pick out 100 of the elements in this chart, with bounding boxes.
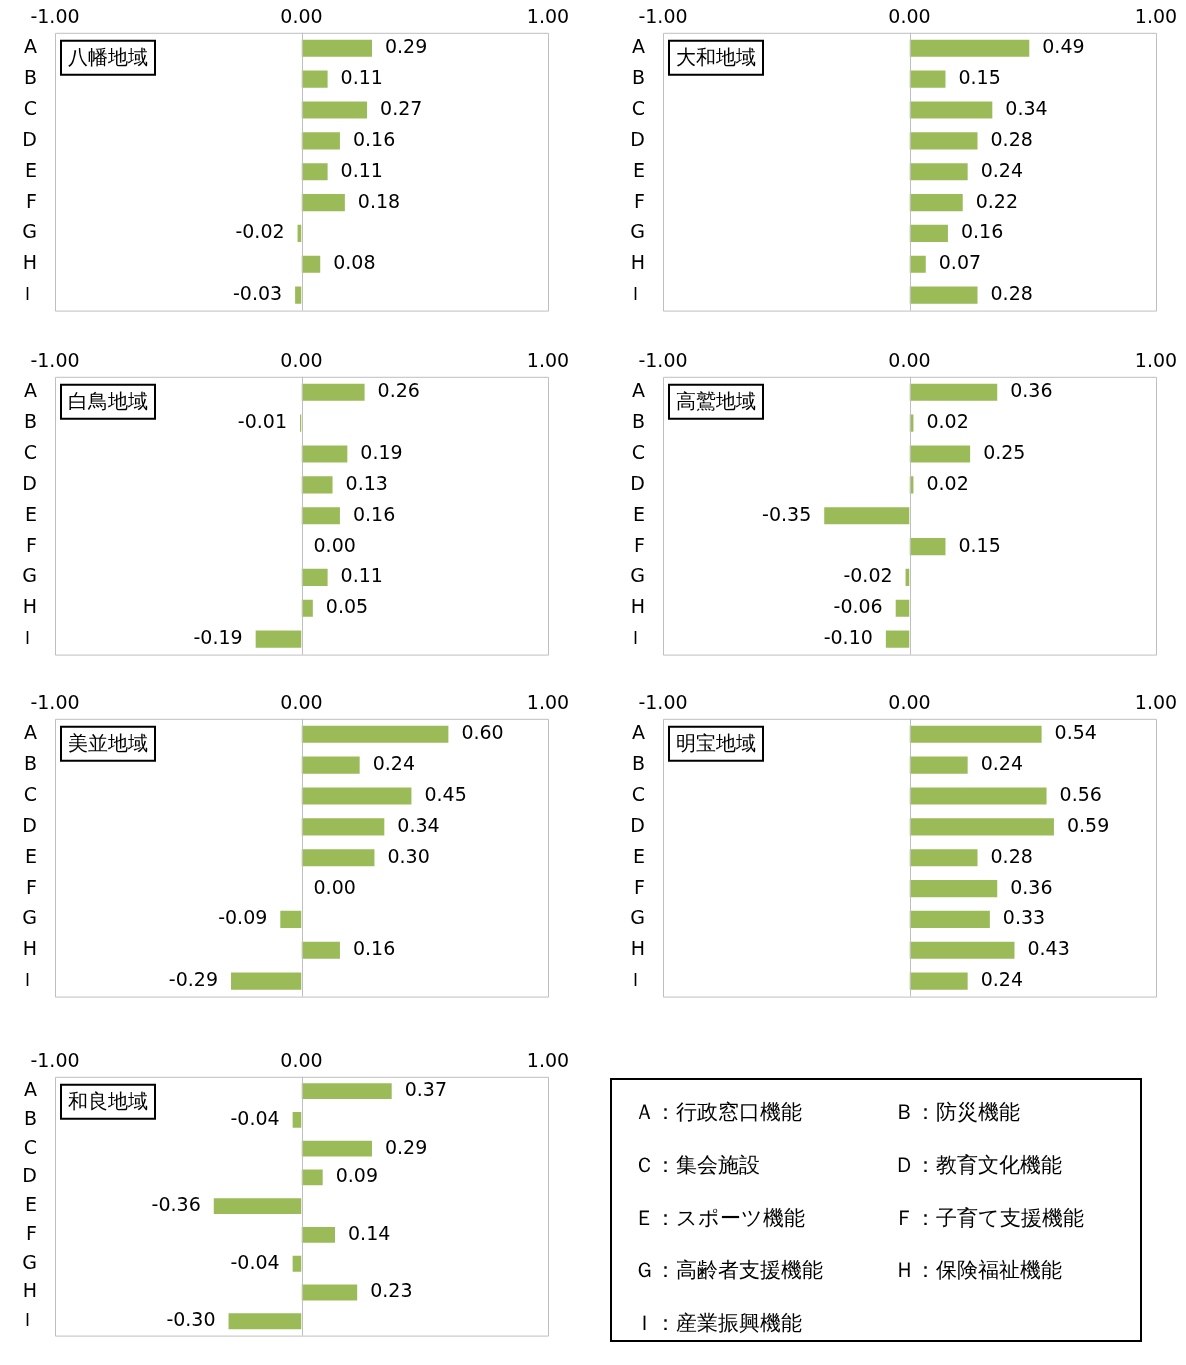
data-label: 0.54 (1054, 721, 1097, 744)
x-tick-label: -1.00 (30, 349, 80, 372)
y-tick-label: F (26, 189, 37, 212)
data-label: -0.29 (168, 968, 219, 991)
text: Ｃ：集会施設 (634, 1151, 761, 1179)
data-label: -0.04 (230, 1250, 280, 1273)
data-label: 0.24 (980, 752, 1023, 775)
data-label: 0.34 (1005, 96, 1048, 119)
y-tick-label: F (26, 533, 37, 556)
data-label: 0.16 (352, 127, 396, 150)
data-label: 0.28 (990, 282, 1033, 305)
data-label: 0.28 (990, 844, 1033, 867)
y-tick-label: D (22, 813, 37, 836)
x-tick-label: 1.00 (1134, 691, 1178, 714)
data-label: 0.02 (926, 471, 969, 494)
y-tick-label: E (24, 844, 37, 867)
y-tick-label: E (632, 844, 645, 867)
y-tick-label: H (22, 937, 37, 960)
x-tick-label: 0.00 (280, 5, 323, 28)
x-tick-label: 0.00 (280, 1049, 323, 1072)
y-tick-label: A (632, 721, 645, 744)
data-label: 0.24 (980, 158, 1023, 181)
data-label: 0.19 (360, 440, 403, 463)
x-tick-label: -1.00 (30, 1049, 80, 1072)
data-label: 0.43 (1027, 937, 1070, 960)
data-label: 0.25 (983, 440, 1026, 463)
y-tick-label: Ｉ (626, 626, 645, 649)
y-tick-label: G (630, 906, 645, 929)
x-tick-label: 1.00 (526, 1049, 570, 1072)
text: 和良地域 (68, 1089, 148, 1113)
data-label: 0.36 (1010, 875, 1053, 898)
x-tick-label: 0.00 (888, 691, 931, 714)
data-label: 0.56 (1059, 782, 1102, 805)
text: 高鷲地域 (676, 389, 756, 413)
x-tick-label: -1.00 (638, 691, 688, 714)
y-tick-label: F (634, 875, 645, 898)
y-tick-label: A (24, 721, 37, 744)
data-label: 0.08 (333, 251, 376, 274)
data-label: 0.16 (960, 220, 1004, 243)
data-label: 0.33 (1002, 906, 1046, 929)
y-tick-label: B (23, 410, 37, 433)
data-label: 0.29 (384, 1135, 428, 1158)
data-label: -0.10 (823, 626, 873, 649)
text: 白鳥地域 (68, 389, 148, 413)
data-label: 0.14 (348, 1221, 391, 1244)
data-label: 0.07 (938, 251, 982, 274)
text: Ｈ：保険福祉機能 (894, 1257, 1063, 1285)
y-tick-label: H (22, 251, 37, 274)
data-label: 0.16 (352, 937, 396, 960)
data-label: 0.36 (1010, 379, 1053, 402)
text: Ｅ：スポーツ機能 (634, 1204, 806, 1232)
y-tick-label: H (630, 595, 645, 618)
data-label: 0.28 (990, 127, 1033, 150)
data-label: 0.26 (377, 379, 420, 402)
y-tick-label: E (632, 502, 645, 525)
y-tick-label: D (630, 813, 645, 836)
y-tick-label: C (23, 1135, 37, 1158)
y-tick-label: B (23, 1106, 37, 1129)
y-tick-label: H (630, 937, 645, 960)
x-tick-label: 0.00 (280, 349, 323, 372)
y-tick-label: G (630, 220, 645, 243)
y-tick-label: C (23, 440, 37, 463)
data-label: -0.36 (151, 1193, 201, 1216)
y-tick-label: Ｉ (626, 282, 645, 305)
data-label: -0.09 (218, 906, 268, 929)
y-tick-label: E (24, 1193, 37, 1216)
y-tick-label: B (631, 66, 645, 89)
text: 八幡地域 (68, 45, 148, 69)
x-tick-label: 0.00 (888, 5, 931, 28)
y-tick-label: Ｉ (18, 626, 37, 649)
data-label: 0.23 (370, 1279, 413, 1302)
data-label: 0.15 (958, 533, 1001, 556)
text: Ｂ：防災機能 (894, 1099, 1021, 1126)
y-tick-label: D (22, 127, 37, 150)
y-tick-label: G (630, 564, 645, 587)
data-label: 0.09 (335, 1164, 378, 1187)
data-label: 0.00 (313, 533, 356, 556)
y-tick-label: E (24, 158, 37, 181)
text: Ｄ：教育文化機能 (894, 1151, 1063, 1179)
y-tick-label: F (26, 875, 37, 898)
data-label: 0.29 (384, 35, 428, 58)
data-label: -0.02 (843, 564, 893, 587)
data-label: 0.00 (313, 875, 356, 898)
x-tick-label: 1.00 (526, 5, 570, 28)
y-tick-label: C (23, 782, 37, 805)
data-label: 0.18 (357, 189, 401, 212)
data-label: -0.06 (833, 595, 883, 618)
data-label: -0.04 (230, 1106, 280, 1129)
data-label: 0.34 (397, 813, 440, 836)
data-label: -0.03 (232, 282, 283, 305)
data-label: -0.30 (166, 1308, 216, 1331)
data-label: 0.13 (345, 471, 388, 494)
y-tick-label: H (22, 595, 37, 618)
y-tick-label: C (631, 96, 645, 119)
y-tick-label: B (23, 66, 37, 89)
y-tick-label: C (631, 782, 645, 805)
y-tick-label: G (22, 906, 37, 929)
y-tick-label: C (23, 96, 37, 119)
x-tick-label: -1.00 (30, 5, 80, 28)
y-tick-label: B (631, 752, 645, 775)
